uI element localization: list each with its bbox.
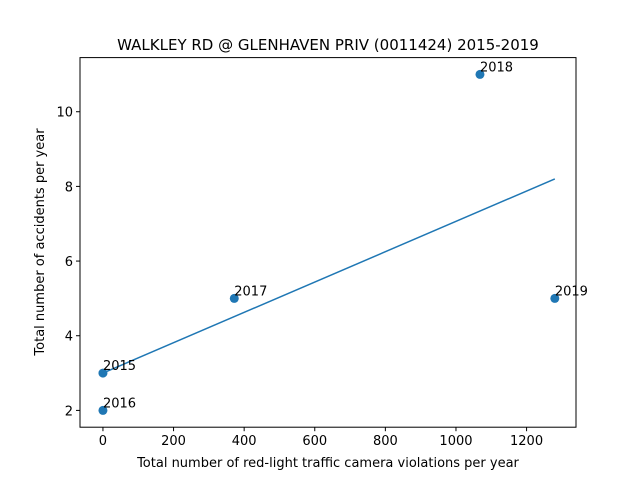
y-tick-label: 2 (65, 404, 73, 419)
y-axis-ticks: 2 4 6 8 10 (56, 106, 80, 419)
data-point-2018 (475, 69, 485, 79)
x-tick-label: 600 (302, 434, 327, 449)
y-tick-label: 4 (65, 330, 73, 345)
data-point-2019 (550, 293, 560, 303)
x-axis-ticks: 0 200 400 600 800 1000 1200 (99, 427, 543, 449)
plot-area: 2015 2016 2017 2018 2019 (98, 60, 588, 415)
point-label-2017: 2017 (234, 284, 267, 299)
point-label-2016: 2016 (103, 396, 136, 411)
x-tick-label: 0 (99, 434, 107, 449)
x-tick-label: 1200 (510, 434, 543, 449)
x-tick-label: 1000 (439, 434, 472, 449)
axes-frame (79, 57, 577, 428)
chart-title: WALKLEY RD @ GLENHAVEN PRIV (0011424) 20… (117, 36, 539, 54)
point-label-2019: 2019 (555, 284, 588, 299)
x-tick-label: 400 (232, 434, 257, 449)
point-label-2015: 2015 (103, 359, 136, 374)
x-tick-label: 200 (161, 434, 186, 449)
trendline (102, 178, 556, 374)
y-tick-label: 8 (65, 180, 73, 195)
data-point-2015 (98, 368, 108, 378)
x-axis-label: Total number of red-light traffic camera… (136, 456, 519, 471)
point-label-2018: 2018 (480, 60, 513, 75)
y-tick-label: 10 (56, 106, 73, 121)
data-point-2017 (229, 293, 239, 303)
y-tick-label: 6 (65, 255, 73, 270)
y-axis-label: Total number of accidents per year (33, 128, 48, 357)
data-point-2016 (98, 405, 108, 415)
x-tick-label: 800 (373, 434, 398, 449)
